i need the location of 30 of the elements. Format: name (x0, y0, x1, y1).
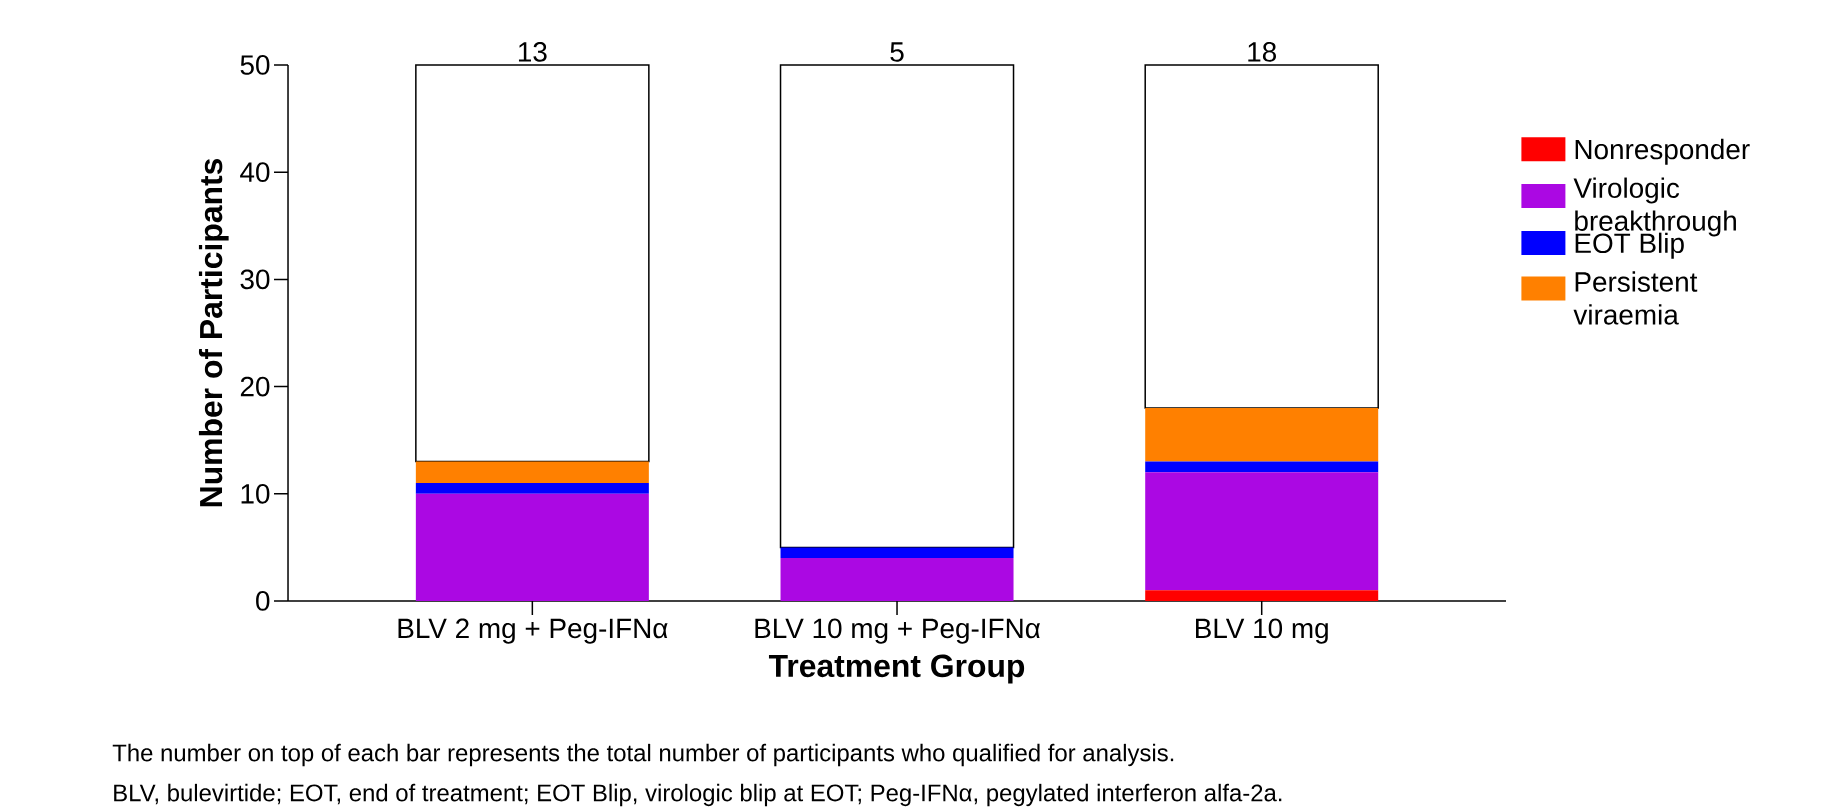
text: BLV, bulevirtide; EOT, end of treatment; EOT Blip, virologic blip at EOT; Peg-IFNα, pegylated interferon alfa-2a. (114, 783, 1282, 807)
x-tick-label: BLV 10 mg (1196, 618, 1328, 644)
x-axis-title: Treatment Group (768, 654, 1025, 684)
legend-label: Persistent viraemia (1573, 271, 1698, 325)
bar (1145, 472, 1379, 591)
x-tick-label: BLV 10 mg + Peg-IFNα (755, 618, 1041, 644)
bar (1145, 408, 1379, 462)
bar (780, 547, 1014, 559)
bar (415, 461, 649, 484)
text: The number on top of each bar represents the total number of participants who qualified for analysis. (112, 743, 1174, 767)
x-tick-label: BLV 2 mg + Peg-IFNα (398, 618, 668, 644)
bar (1145, 461, 1379, 473)
annotation: 13 (518, 42, 547, 62)
y-tick-label: 40 (240, 162, 270, 183)
bar (415, 493, 649, 601)
bar (415, 64, 650, 463)
y-tick-label: 30 (240, 269, 270, 290)
bar (779, 64, 1015, 549)
bar (1144, 64, 1379, 409)
y-tick-label: 20 (240, 376, 270, 397)
y-tick-label: 0 (256, 591, 270, 611)
y-tick-label: 10 (241, 483, 270, 504)
legend-label: Nonresponder (1575, 138, 1750, 165)
y-axis-title: Number of Participants (198, 158, 229, 507)
bar (415, 483, 649, 494)
annotation: 18 (1248, 42, 1276, 62)
bar (780, 558, 1014, 601)
y-tick-label: 50 (240, 55, 270, 75)
bar (1145, 590, 1379, 601)
annotation: 5 (890, 42, 904, 62)
